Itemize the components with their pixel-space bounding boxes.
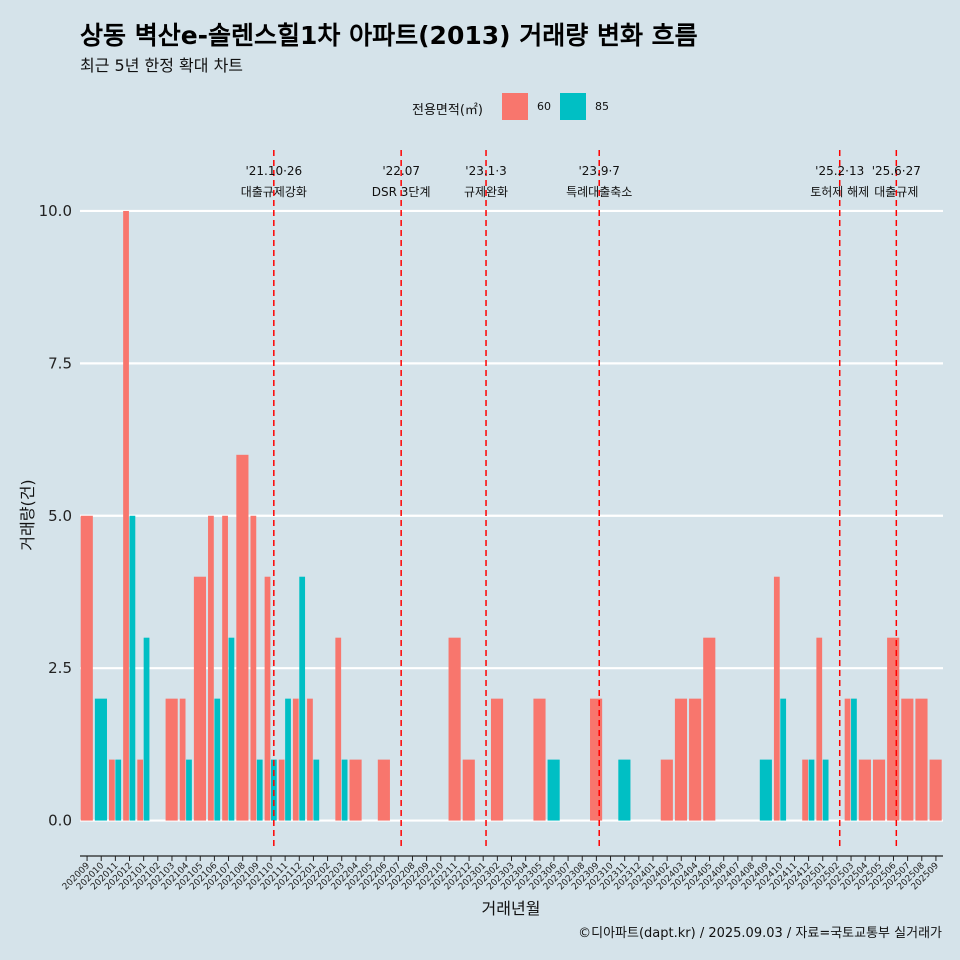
legend-key-60 [502,93,528,120]
legend-label-85: 85 [595,100,609,113]
event-date-label: '25.6·27 [872,164,921,178]
bar-202412-85 [808,759,815,821]
bar-202410-85 [780,698,787,821]
event-date-label: '21.10·26 [245,164,302,178]
bar-202409-85 [759,759,772,821]
legend-key-85 [560,93,586,120]
bar-202103-60 [165,698,178,821]
bar-202108-60 [236,454,249,821]
y-tick-label: 7.5 [48,354,72,372]
event-text-label: 대출규제강화 [241,185,307,199]
bar-202110-60 [264,576,271,821]
bar-202505-60 [872,759,886,821]
chart-title: 상동 벽산e-솔렌스힐1차 아파트(2013) 거래량 변화 흐름 [80,21,698,50]
bar-202501-85 [822,759,829,821]
bar-202107-85 [228,637,235,821]
event-text-label: DSR 3단계 [372,185,431,199]
bar-202503-60 [844,698,851,821]
bar-202203-85 [341,759,348,821]
bar-202309-60 [590,698,603,821]
y-tick-label: 5.0 [48,507,72,525]
bar-202509-60 [929,759,942,821]
event-date-label: '23.9·7 [578,164,619,178]
event-text-label: 대출규제 [874,185,918,199]
caption: ©디아파트(dapt.kr) / 2025.09.03 / 자료=국토교통부 실… [578,926,942,941]
y-tick-label: 0.0 [48,812,72,830]
bar-202012-60 [123,210,129,821]
bar-202112-85 [299,576,306,821]
bar-202404-60 [689,698,702,821]
bar-202109-85 [256,759,263,821]
bar-202111-85 [285,698,291,821]
legend: 전용면적(㎡) 60 85 [0,92,960,122]
bar-202206-60 [377,759,390,821]
event-date-label: '22.07 [382,164,420,178]
bar-202106-60 [208,515,214,821]
bar-202403-60 [674,698,688,821]
bar-202112-60 [292,698,299,821]
bar-202204-60 [349,759,362,821]
bar-202104-85 [186,759,192,821]
bar-202107-60 [222,515,228,821]
bar-202101-85 [143,637,150,821]
bar-202011-85 [115,759,122,821]
bar-202203-60 [335,637,342,821]
bar-202410-60 [773,576,780,821]
bar-202212-60 [462,759,475,821]
bar-202012-85 [129,515,136,821]
bar-202311-85 [618,759,631,821]
legend-label-60: 60 [537,100,551,113]
bar-202201-60 [307,698,313,821]
legend-title: 전용면적(㎡) [412,103,483,118]
bar-202111-60 [278,759,285,821]
bar-202412-60 [802,759,808,821]
bar-202506-60 [887,637,900,821]
event-date-label: '23.1·3 [465,164,506,178]
bar-202504-60 [858,759,871,821]
event-text-label: 규제완화 [464,185,508,199]
bar-202507-60 [901,698,914,821]
bar-202105-60 [193,576,207,821]
y-tick-label: 2.5 [48,659,72,677]
bar-202402-60 [660,759,673,821]
bar-202508-60 [915,698,928,821]
bar-202405-60 [703,637,716,821]
bar-202109-60 [250,515,257,821]
bar-202501-60 [816,637,823,821]
event-date-label: '25.2·13 [815,164,864,178]
bar-202211-60 [448,637,461,821]
bar-202009-60 [80,515,93,821]
bar-202011-60 [109,759,115,821]
y-axis-title: 거래량(건) [18,479,37,550]
bar-202305-60 [533,698,546,821]
bar-202306-85 [547,759,560,821]
bar-202201-85 [313,759,320,821]
bar-202503-85 [851,698,857,821]
y-tick-label: 10.0 [39,202,72,220]
bar-202106-85 [214,698,221,821]
event-text-label: 특례대출축소 [566,185,632,199]
bar-202302-60 [490,698,504,821]
bar-202010-85 [94,698,107,821]
chart-subtitle: 최근 5년 한정 확대 차트 [80,56,244,75]
event-text-label: 토허제 해제 [810,185,869,199]
bar-202101-60 [137,759,144,821]
x-axis-title: 거래년월 [482,899,541,918]
bar-202104-60 [179,698,186,821]
